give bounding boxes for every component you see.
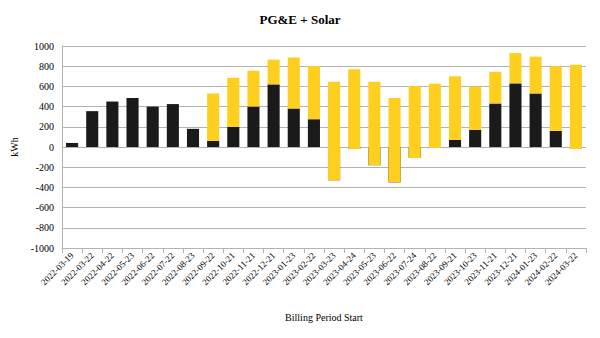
- svg-text:kWh: kWh: [9, 137, 20, 156]
- svg-text:2022-07-22: 2022-07-22: [139, 250, 177, 288]
- svg-text:2023-10-23: 2023-10-23: [442, 250, 479, 288]
- svg-text:400: 400: [39, 101, 54, 112]
- svg-text:2022-11-21: 2022-11-21: [220, 250, 257, 287]
- svg-text:Billing Period Start: Billing Period Start: [285, 312, 363, 323]
- svg-text:800: 800: [39, 61, 54, 72]
- svg-text:2023-08-22: 2023-08-22: [401, 250, 439, 288]
- svg-text:2023-04-24: 2023-04-24: [321, 250, 358, 288]
- svg-text:2023-11-21: 2023-11-21: [462, 250, 499, 287]
- svg-text:1000: 1000: [34, 41, 54, 52]
- svg-text:200: 200: [39, 121, 54, 132]
- svg-text:2022-10-21: 2022-10-21: [200, 250, 237, 288]
- svg-text:PG&E + Solar: PG&E + Solar: [259, 12, 340, 27]
- svg-text:-1000: -1000: [31, 243, 54, 254]
- svg-text:2022-05-23: 2022-05-23: [99, 250, 137, 288]
- svg-text:2022-08-23: 2022-08-23: [159, 250, 197, 288]
- svg-text:600: 600: [39, 81, 54, 92]
- svg-text:2023-09-21: 2023-09-21: [421, 250, 459, 288]
- svg-text:2022-03-22: 2022-03-22: [59, 250, 96, 288]
- svg-text:2022-06-22: 2022-06-22: [119, 250, 157, 288]
- svg-text:2022-12-21: 2022-12-21: [240, 250, 278, 288]
- svg-text:2023-03-23: 2023-03-23: [300, 250, 338, 288]
- svg-text:2024-01-23: 2024-01-23: [502, 250, 540, 288]
- svg-text:0: 0: [49, 142, 54, 153]
- svg-text:2023-12-21: 2023-12-21: [482, 250, 519, 288]
- svg-text:-200: -200: [36, 162, 54, 173]
- svg-text:2024-03-22: 2024-03-22: [543, 250, 580, 287]
- svg-text:-800: -800: [36, 222, 54, 233]
- svg-text:2023-06-22: 2023-06-22: [361, 250, 399, 288]
- svg-text:2022-09-22: 2022-09-22: [180, 250, 217, 288]
- svg-text:2023-05-23: 2023-05-23: [341, 250, 378, 288]
- svg-text:2022-04-22: 2022-04-22: [79, 250, 116, 288]
- svg-text:2023-01-23: 2023-01-23: [260, 250, 298, 288]
- svg-text:2023-02-22: 2023-02-22: [280, 250, 318, 288]
- svg-text:2022-03-19: 2022-03-19: [38, 250, 76, 288]
- svg-text:-600: -600: [36, 202, 54, 213]
- svg-text:2023-07-24: 2023-07-24: [381, 250, 419, 288]
- svg-text:-400: -400: [36, 182, 54, 193]
- svg-text:2024-02-22: 2024-02-22: [522, 250, 560, 288]
